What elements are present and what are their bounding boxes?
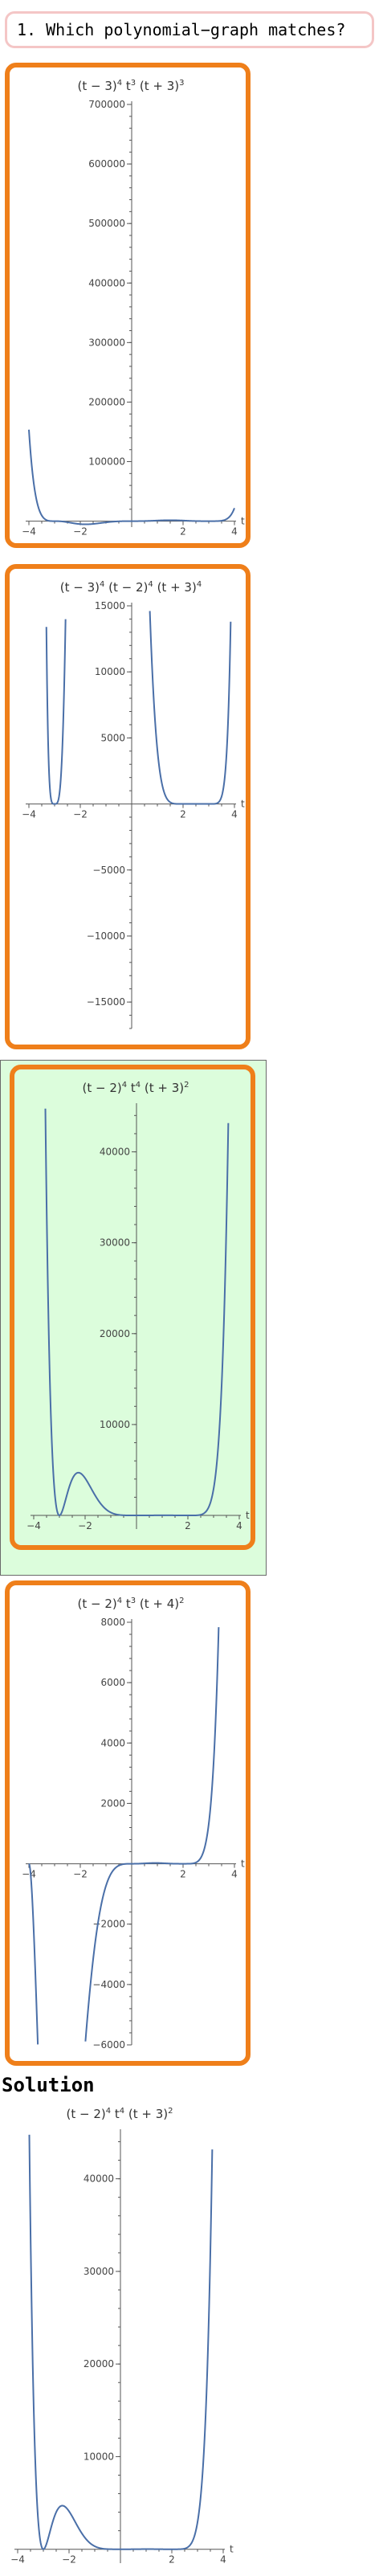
chart-title: (t − 2)4 t4 (t + 3)2 xyxy=(82,1081,189,1095)
y-tick-label: 40000 xyxy=(100,1147,130,1158)
y-tick-label: 20000 xyxy=(100,1328,130,1339)
y-tick-label: 6000 xyxy=(100,1677,125,1688)
x-tick-label: 2 xyxy=(180,809,186,820)
x-tick-label: 4 xyxy=(236,1520,242,1531)
y-tick-label: 30000 xyxy=(84,2266,114,2277)
question-text: 1. Which polynomial−graph matches? xyxy=(17,20,346,39)
y-tick-label: 300000 xyxy=(88,337,125,348)
y-tick-label: 10000 xyxy=(100,1419,130,1430)
y-tick-label: 10000 xyxy=(95,666,125,677)
chart-title: (t − 3)4 (t − 2)4 (t + 3)4 xyxy=(60,580,202,595)
y-tick-label: 600000 xyxy=(88,158,125,170)
y-tick-label: 30000 xyxy=(100,1237,130,1249)
y-tick-label: 200000 xyxy=(88,396,125,407)
x-tick-label: 4 xyxy=(231,809,238,820)
chart-choice-2: (t − 3)4 (t − 2)4 (t + 3)4 −4 −2 2 4t −15000 −… xyxy=(22,580,245,1029)
chart-title: (t − 3)4 t3 (t + 3)3 xyxy=(77,79,184,93)
chart-choice-4: (t − 2)4 t3 (t + 4)2 −4 −2 2 4t −6000 −4000 −20… xyxy=(22,1597,245,2051)
y-tick-label: −5000 xyxy=(92,865,125,876)
x-axis-label: t xyxy=(241,799,245,810)
x-tick-label: 2 xyxy=(185,1520,191,1531)
y-tick-label: −2000 xyxy=(92,1919,125,1930)
solution-heading: Solution xyxy=(2,2074,95,2096)
y-tick-label: 700000 xyxy=(88,99,125,110)
y-tick-label: −6000 xyxy=(92,2039,125,2051)
x-axis-label: t xyxy=(230,2544,234,2555)
x-tick-label: −2 xyxy=(73,809,88,820)
x-axis-label: t xyxy=(241,516,245,527)
chart-title: (t − 2)4 t3 (t + 4)2 xyxy=(77,1597,184,1611)
x-tick-label: −4 xyxy=(22,809,36,820)
x-tick-label: −2 xyxy=(78,1520,92,1531)
y-tick-label: 2000 xyxy=(100,1797,125,1809)
x-tick-label: −4 xyxy=(22,526,36,538)
y-tick-label: 20000 xyxy=(84,2358,114,2370)
y-tick-label: 10000 xyxy=(84,2451,114,2462)
x-axis-label: t xyxy=(241,1858,245,1870)
series-line xyxy=(45,611,232,805)
choice-card-4[interactable]: (t − 2)4 t3 (t + 4)2 −4 −2 2 4 t −6000 −4000 −20… xyxy=(5,1580,251,2066)
choice-card-3[interactable]: (t − 2)4 t4 (t + 3)2 −4 −2 2 4 t 10000 20000 300… xyxy=(10,1065,255,1550)
y-tick-label: 400000 xyxy=(88,277,125,288)
chart-choice-1: (t − 3)4 t3 (t + 3)3 −4 −2 2 4t 100000 200000 3… xyxy=(22,79,245,538)
choice-card-2[interactable]: (t − 3)4 (t − 2)4 (t + 3)4 −4 −2 2 4 t −15000 −… xyxy=(5,564,251,1049)
x-tick-label: −4 xyxy=(10,2554,25,2566)
x-tick-label: 2 xyxy=(180,526,186,538)
y-tick-label: 8000 xyxy=(100,1617,125,1628)
y-tick-label: −15000 xyxy=(87,996,125,1008)
x-tick-label: 2 xyxy=(180,1869,186,1880)
choice-card-1[interactable]: (t − 3)4 t3 (t + 3)3 −4 −2 2 4 t 100000 200000 3… xyxy=(5,63,251,548)
x-tick-label: −2 xyxy=(73,1869,88,1880)
x-tick-label: −4 xyxy=(22,1869,36,1880)
chart-solution: (t − 2)4 t4 (t + 3)2 −4 −2 2 4t 10000 20000 300… xyxy=(10,2107,234,2566)
x-tick-label: −2 xyxy=(73,526,88,538)
x-tick-label: 2 xyxy=(169,2554,175,2566)
x-tick-label: −4 xyxy=(26,1520,41,1531)
y-tick-label: 500000 xyxy=(88,218,125,229)
question-box: 1. Which polynomial−graph matches? xyxy=(5,11,374,48)
y-tick-label: 15000 xyxy=(95,600,125,611)
x-tick-label: 4 xyxy=(231,526,238,538)
solution-chart-container: (t − 2)4 t4 (t + 3)2 −4 −2 2 4 t 10000 20000 300… xyxy=(0,2099,241,2573)
y-tick-label: −10000 xyxy=(87,930,125,942)
series-line xyxy=(28,429,235,525)
y-tick-label: 4000 xyxy=(100,1737,125,1748)
y-tick-label: −4000 xyxy=(92,1979,125,1990)
x-tick-label: −2 xyxy=(62,2554,76,2566)
x-tick-label: 4 xyxy=(220,2554,226,2566)
chart-title: (t − 2)4 t4 (t + 3)2 xyxy=(66,2107,173,2121)
series-line xyxy=(28,2134,214,2550)
chart-choice-3: (t − 2)4 t4 (t + 3)2 −4 −2 2 4t 10000 20000 300… xyxy=(26,1081,250,1531)
y-tick-label: 5000 xyxy=(100,732,125,743)
y-tick-label: 40000 xyxy=(84,2173,114,2185)
series-line xyxy=(28,1627,220,2045)
y-tick-label: 100000 xyxy=(88,456,125,468)
x-axis-label: t xyxy=(246,1510,250,1521)
series-line xyxy=(44,1108,230,1517)
x-tick-label: 4 xyxy=(231,1869,238,1880)
